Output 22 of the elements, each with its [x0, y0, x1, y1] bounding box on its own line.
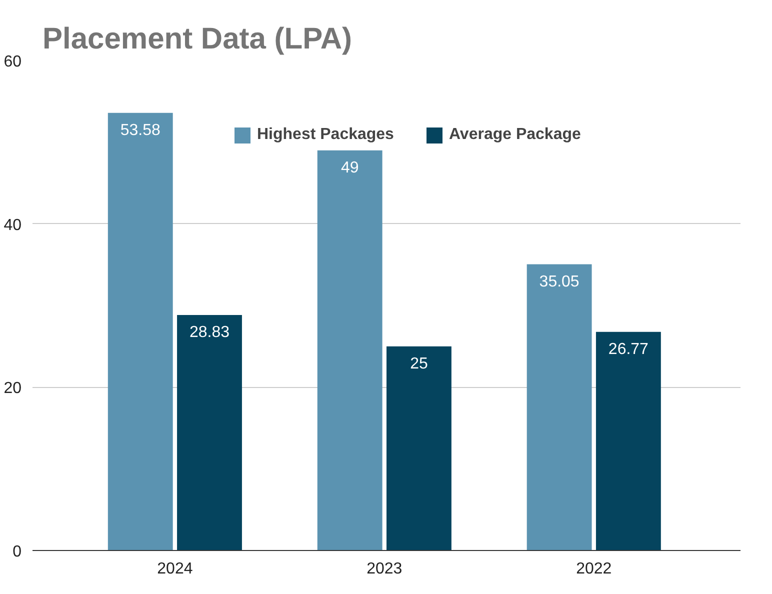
data-label: 35.05	[539, 273, 580, 290]
legend-label: Average Package	[448, 126, 581, 144]
x-tick-label: 2023	[366, 560, 402, 578]
x-tick-label: 2024	[157, 560, 193, 578]
y-tick-label: 40	[4, 216, 22, 234]
data-label: 25	[410, 355, 428, 372]
y-tick-label: 0	[12, 544, 22, 560]
y-tick-label: 60	[4, 54, 22, 70]
bar	[317, 150, 382, 550]
x-tick-label: 2022	[576, 560, 612, 578]
data-label: 26.77	[608, 340, 649, 358]
bar	[386, 346, 452, 550]
bar	[596, 332, 661, 550]
data-label: 28.83	[189, 324, 230, 342]
legend-label: Highest Packages	[257, 126, 394, 144]
chart-title: Placement Data (LPA)	[42, 22, 352, 56]
data-label: 49	[340, 159, 359, 176]
bar	[526, 264, 592, 550]
data-label: 53.58	[120, 122, 160, 139]
y-tick-label: 20	[4, 380, 22, 398]
bar	[108, 112, 173, 550]
bar	[177, 315, 242, 550]
